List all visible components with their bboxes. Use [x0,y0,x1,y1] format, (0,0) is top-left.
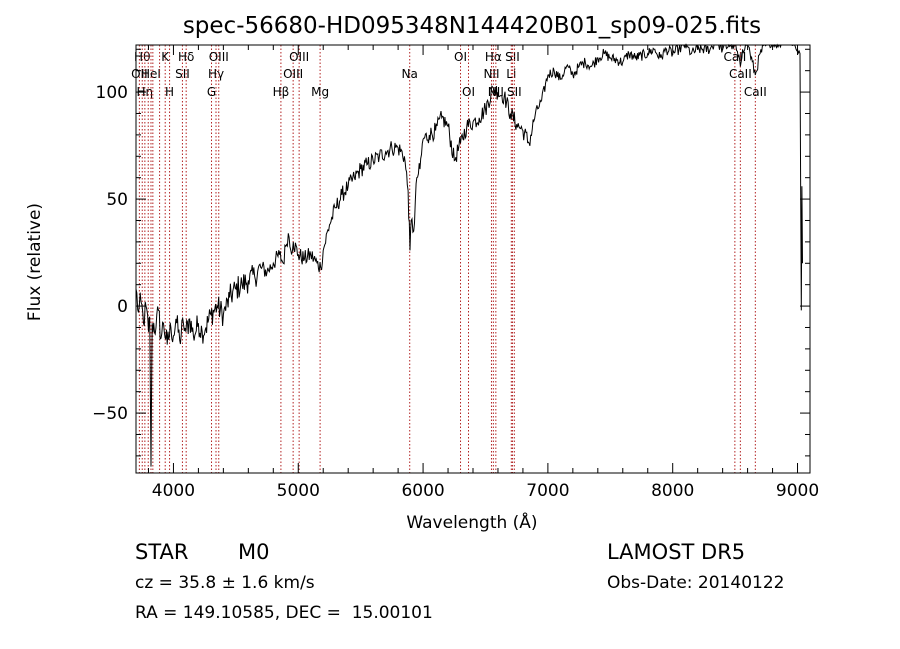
line-marker-label: NII [483,67,499,81]
x-tick-label: 9000 [776,481,819,501]
x-tick-label: 6000 [401,481,444,501]
y-tick-label: 0 [117,297,128,317]
line-marker-label: OII [131,67,148,81]
line-marker-label: OI [454,50,467,64]
line-marker-label: SII [175,67,190,81]
x-tick-label: 4000 [152,481,195,501]
y-tick-label: −50 [92,404,128,424]
object-subclass: M0 [238,540,270,564]
line-marker-label: Hα [485,50,502,64]
line-marker-label: SII [505,50,520,64]
spectrum-line [135,43,803,467]
coordinates-readout: RA = 149.10585, DEC = 15.00101 [135,603,433,623]
line-marker-label: Hδ [178,50,194,64]
line-marker-label: CaII [729,67,752,81]
y-axis-label: Flux (relative) [25,203,45,321]
chart-title: spec-56680-HD095348N144420B01_sp09-025.f… [183,13,761,39]
line-marker-label: H [165,85,174,99]
line-marker-label: Hγ [208,67,224,81]
x-tick-label: 8000 [651,481,694,501]
y-tick-label: 100 [96,83,128,103]
spectral-line-markers: OIIHθHηHeIKHSIIHδGHγOIIIHβOIIIOIIIMgNaOI… [131,45,767,473]
line-marker-label: Li [506,67,516,81]
observation-date: Obs-Date: 20140122 [607,573,785,593]
line-marker-label: OIII [209,50,229,64]
object-class: STAR [135,540,189,564]
redshift-readout: cz = 35.8 ± 1.6 km/s [135,573,315,593]
survey-name: LAMOST DR5 [607,540,746,564]
line-marker-label: SII [507,85,522,99]
line-marker-label: HeI [141,67,161,81]
line-marker-label: Mg [311,85,329,99]
line-marker-label: Hβ [273,85,290,99]
y-tick-label: 50 [106,190,128,210]
x-tick-label: 7000 [526,481,569,501]
x-axis-label: Wavelength (Å) [406,511,537,533]
line-marker-label: OIII [283,67,303,81]
line-marker-label: CaII [744,85,767,99]
line-marker-label: OI [462,85,475,99]
line-marker-label: G [207,85,216,99]
line-marker-label: OIII [289,50,309,64]
plot-frame [135,44,811,474]
axis-ticks: 4000 5000 6000 7000 8000 9000 −50 0 50 100 [92,45,819,501]
line-marker-label: K [161,50,170,64]
line-marker-label: Hθ [134,50,150,64]
x-tick-label: 5000 [277,481,320,501]
line-marker-label: Na [402,67,418,81]
